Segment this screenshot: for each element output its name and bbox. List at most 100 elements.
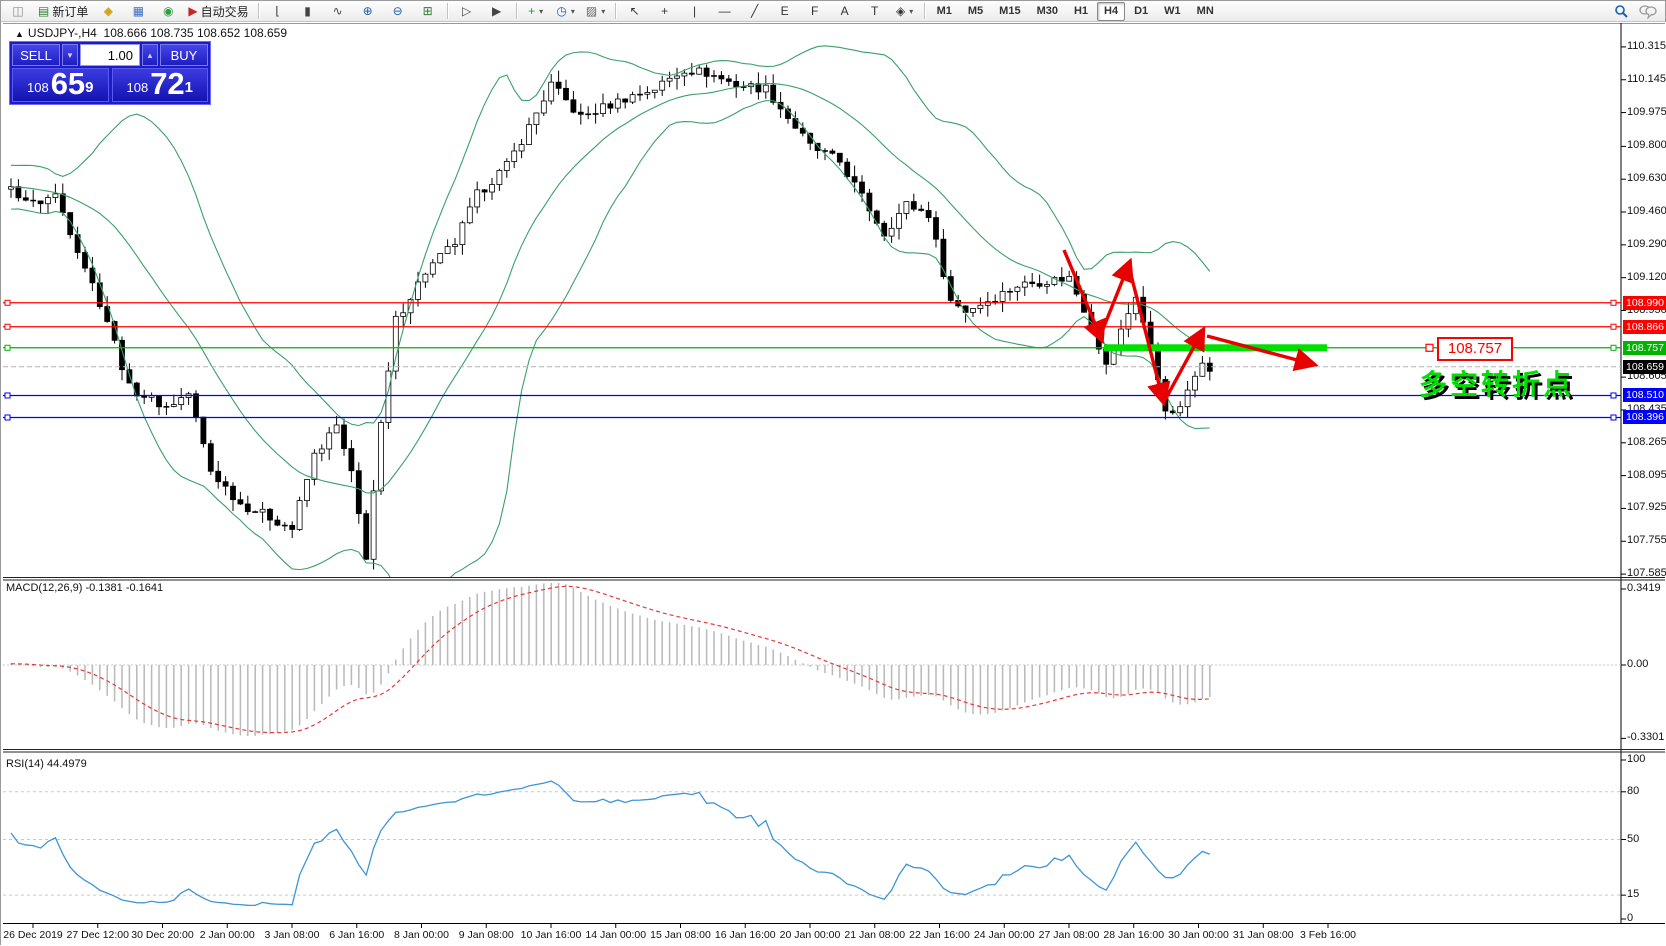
chart-autoscroll-button[interactable]: ▶: [483, 1, 511, 21]
price-axis-label: 109.460: [1627, 205, 1666, 218]
sell-price-display[interactable]: 108 65 9: [12, 68, 109, 102]
autotrading-icon: ▶: [188, 4, 198, 18]
periods-dropdown-icon[interactable]: ▾: [570, 6, 575, 16]
channel-icon: E: [780, 4, 789, 18]
bollinger-bands: [10, 45, 1211, 577]
chart-autoscroll-icon: ▶: [491, 4, 502, 18]
timeframe-m1-button[interactable]: M1: [936, 5, 952, 17]
price-axis-label: 109.800: [1627, 139, 1666, 152]
timeframe-d1-button[interactable]: D1: [1134, 5, 1149, 17]
turning-point-annotation[interactable]: 多空转折点: [1419, 369, 1575, 400]
search-icon[interactable]: [1614, 4, 1629, 19]
symbol-ohlc-values: 108.666 108.735 108.652 108.659: [103, 26, 288, 40]
periods-icon: ◷: [556, 4, 567, 18]
arrows-button[interactable]: ◈ ▾: [891, 1, 919, 21]
zoom-out-button[interactable]: ⊖: [384, 1, 412, 21]
chart-canvas[interactable]: ▲ USDJPY-,H4 108.666 108.735 108.652 108.…: [1, 22, 1666, 946]
time-axis-label: 30 Dec 20:00: [131, 929, 194, 941]
candles-group: [8, 63, 1213, 570]
time-axis-label: 28 Jan 16:00: [1103, 929, 1165, 941]
signals-button[interactable]: ◉: [154, 1, 182, 21]
rsi-axis-label: 100: [1627, 753, 1646, 765]
volume-increase-button[interactable]: ▲: [142, 44, 158, 66]
bars-chart-button[interactable]: ⌊: [264, 1, 292, 21]
cursor-button[interactable]: ↖: [621, 1, 649, 21]
timeframe-w1-button[interactable]: W1: [1164, 5, 1181, 17]
price-axis-label: 107.585: [1627, 567, 1666, 580]
price-line-tag: 108.396: [1623, 410, 1666, 425]
current-price-tag: 108.659: [1623, 359, 1666, 374]
autotrading-button[interactable]: ▶ 自动交易: [184, 1, 252, 21]
buy-price-display[interactable]: 108 72 1: [111, 68, 208, 102]
chart-shift-button[interactable]: ▷: [453, 1, 481, 21]
price-axis-label: 107.755: [1627, 534, 1666, 547]
time-axis-label: 27 Dec 12:00: [66, 929, 129, 941]
symbol-ohlc-line: ▲ USDJPY-,H4 108.666 108.735 108.652 108.…: [15, 26, 287, 40]
market-watch-icon: ▦: [132, 4, 145, 18]
toolbar: ◫ ▤ 新订单 ◆ ▦ ◉ ▶ 自动交易 ⌊ ▮ ∿ ⊕ ⊖ ⊞ ▷ ▶ + ▾ ◷ ▾ ▨ ▾ ↖ + | — ╱ E F A T ◈ ▾ M1…: [1, 1, 1665, 22]
line-chart-icon: ∿: [332, 4, 343, 18]
zoom-in-button[interactable]: ⊕: [354, 1, 382, 21]
templates-button[interactable]: ▨ ▾: [582, 1, 610, 21]
macd-histogram: [10, 583, 1211, 737]
timeframe-m30-button[interactable]: M30: [1036, 5, 1058, 17]
chart-graphics: [3, 23, 1665, 928]
symbol-name: USDJPY-,H4: [27, 26, 97, 40]
time-axis-label: 15 Jan 08:00: [650, 929, 711, 941]
time-axis-label: 3 Feb 16:00: [1299, 929, 1357, 941]
timeframe-m5-button[interactable]: M5: [967, 5, 984, 17]
timeframe-h4-button[interactable]: H4: [1097, 1, 1126, 21]
periods-button[interactable]: ◷ ▾: [552, 1, 580, 21]
crosshair-icon: +: [661, 4, 669, 18]
time-axis-label: 30 Jan 00:00: [1168, 929, 1229, 941]
horizontal-line-icon: —: [718, 4, 731, 18]
arrows-dropdown-icon[interactable]: ▾: [909, 6, 914, 16]
time-axis-label: 16 Jan 16:00: [714, 929, 776, 941]
chat-icon[interactable]: [1639, 4, 1657, 19]
window-menu-icon: ◫: [12, 4, 24, 18]
profile-button[interactable]: ◆: [94, 1, 122, 21]
vertical-line-button[interactable]: |: [681, 1, 709, 21]
timeframe-mn-button[interactable]: MN: [1196, 5, 1214, 17]
timeframe-m15-button[interactable]: M15: [999, 5, 1021, 17]
time-axis-label: 8 Jan 00:00: [394, 929, 449, 941]
one-click-trade-panel: SELL ▼ 1.00 ▲ BUY 108 65 9 108 72 1: [9, 41, 211, 105]
new-order-button[interactable]: ▤ 新订单: [34, 1, 92, 21]
label-button[interactable]: T: [861, 1, 889, 21]
sell-price-prefix: 108: [26, 80, 49, 95]
indicators-dropdown-icon[interactable]: ▾: [539, 6, 544, 16]
symbol-collapse-icon[interactable]: ▲: [15, 29, 24, 39]
time-axis-label: 20 Jan 00:00: [779, 929, 841, 941]
fibonacci-button[interactable]: F: [801, 1, 829, 21]
crosshair-button[interactable]: +: [651, 1, 679, 21]
macd-axis-label: 0.3419: [1627, 581, 1661, 594]
volume-input[interactable]: 1.00: [80, 44, 140, 66]
indicators-button[interactable]: + ▾: [522, 1, 550, 21]
trendline-button[interactable]: ╱: [741, 1, 769, 21]
horizontal-line-button[interactable]: —: [711, 1, 739, 21]
sell-button[interactable]: SELL: [12, 44, 60, 66]
templates-dropdown-icon[interactable]: ▾: [601, 6, 606, 16]
timeframe-h1-button[interactable]: H1: [1073, 5, 1089, 17]
volume-decrease-button[interactable]: ▼: [62, 44, 78, 66]
autotrading-label: 自动交易: [200, 4, 249, 19]
price-axis-label: 109.290: [1627, 237, 1666, 250]
price-level-label[interactable]: 108.757: [1437, 337, 1513, 361]
price-axis-label: 109.120: [1627, 270, 1666, 283]
buy-button[interactable]: BUY: [160, 44, 208, 66]
line-chart-button[interactable]: ∿: [324, 1, 352, 21]
signals-icon: ◉: [163, 4, 174, 18]
toolbar-separator: [614, 3, 616, 19]
candlestick-chart-button[interactable]: ▮: [294, 1, 322, 21]
sell-price-sup: 9: [85, 79, 94, 96]
fibonacci-icon: F: [810, 4, 819, 18]
time-axis-label: 2 Jan 00:00: [199, 929, 255, 941]
time-axis-label: 6 Jan 16:00: [329, 929, 385, 941]
tile-windows-button[interactable]: ⊞: [414, 1, 442, 21]
macd-label: MACD(12,26,9) -0.1381 -0.1641: [6, 582, 164, 594]
bars-chart-icon: ⌊: [275, 4, 280, 18]
text-button[interactable]: A: [831, 1, 859, 21]
channel-button[interactable]: E: [771, 1, 799, 21]
market-watch-button[interactable]: ▦: [124, 1, 152, 21]
window-menu-button[interactable]: ◫: [4, 1, 32, 21]
